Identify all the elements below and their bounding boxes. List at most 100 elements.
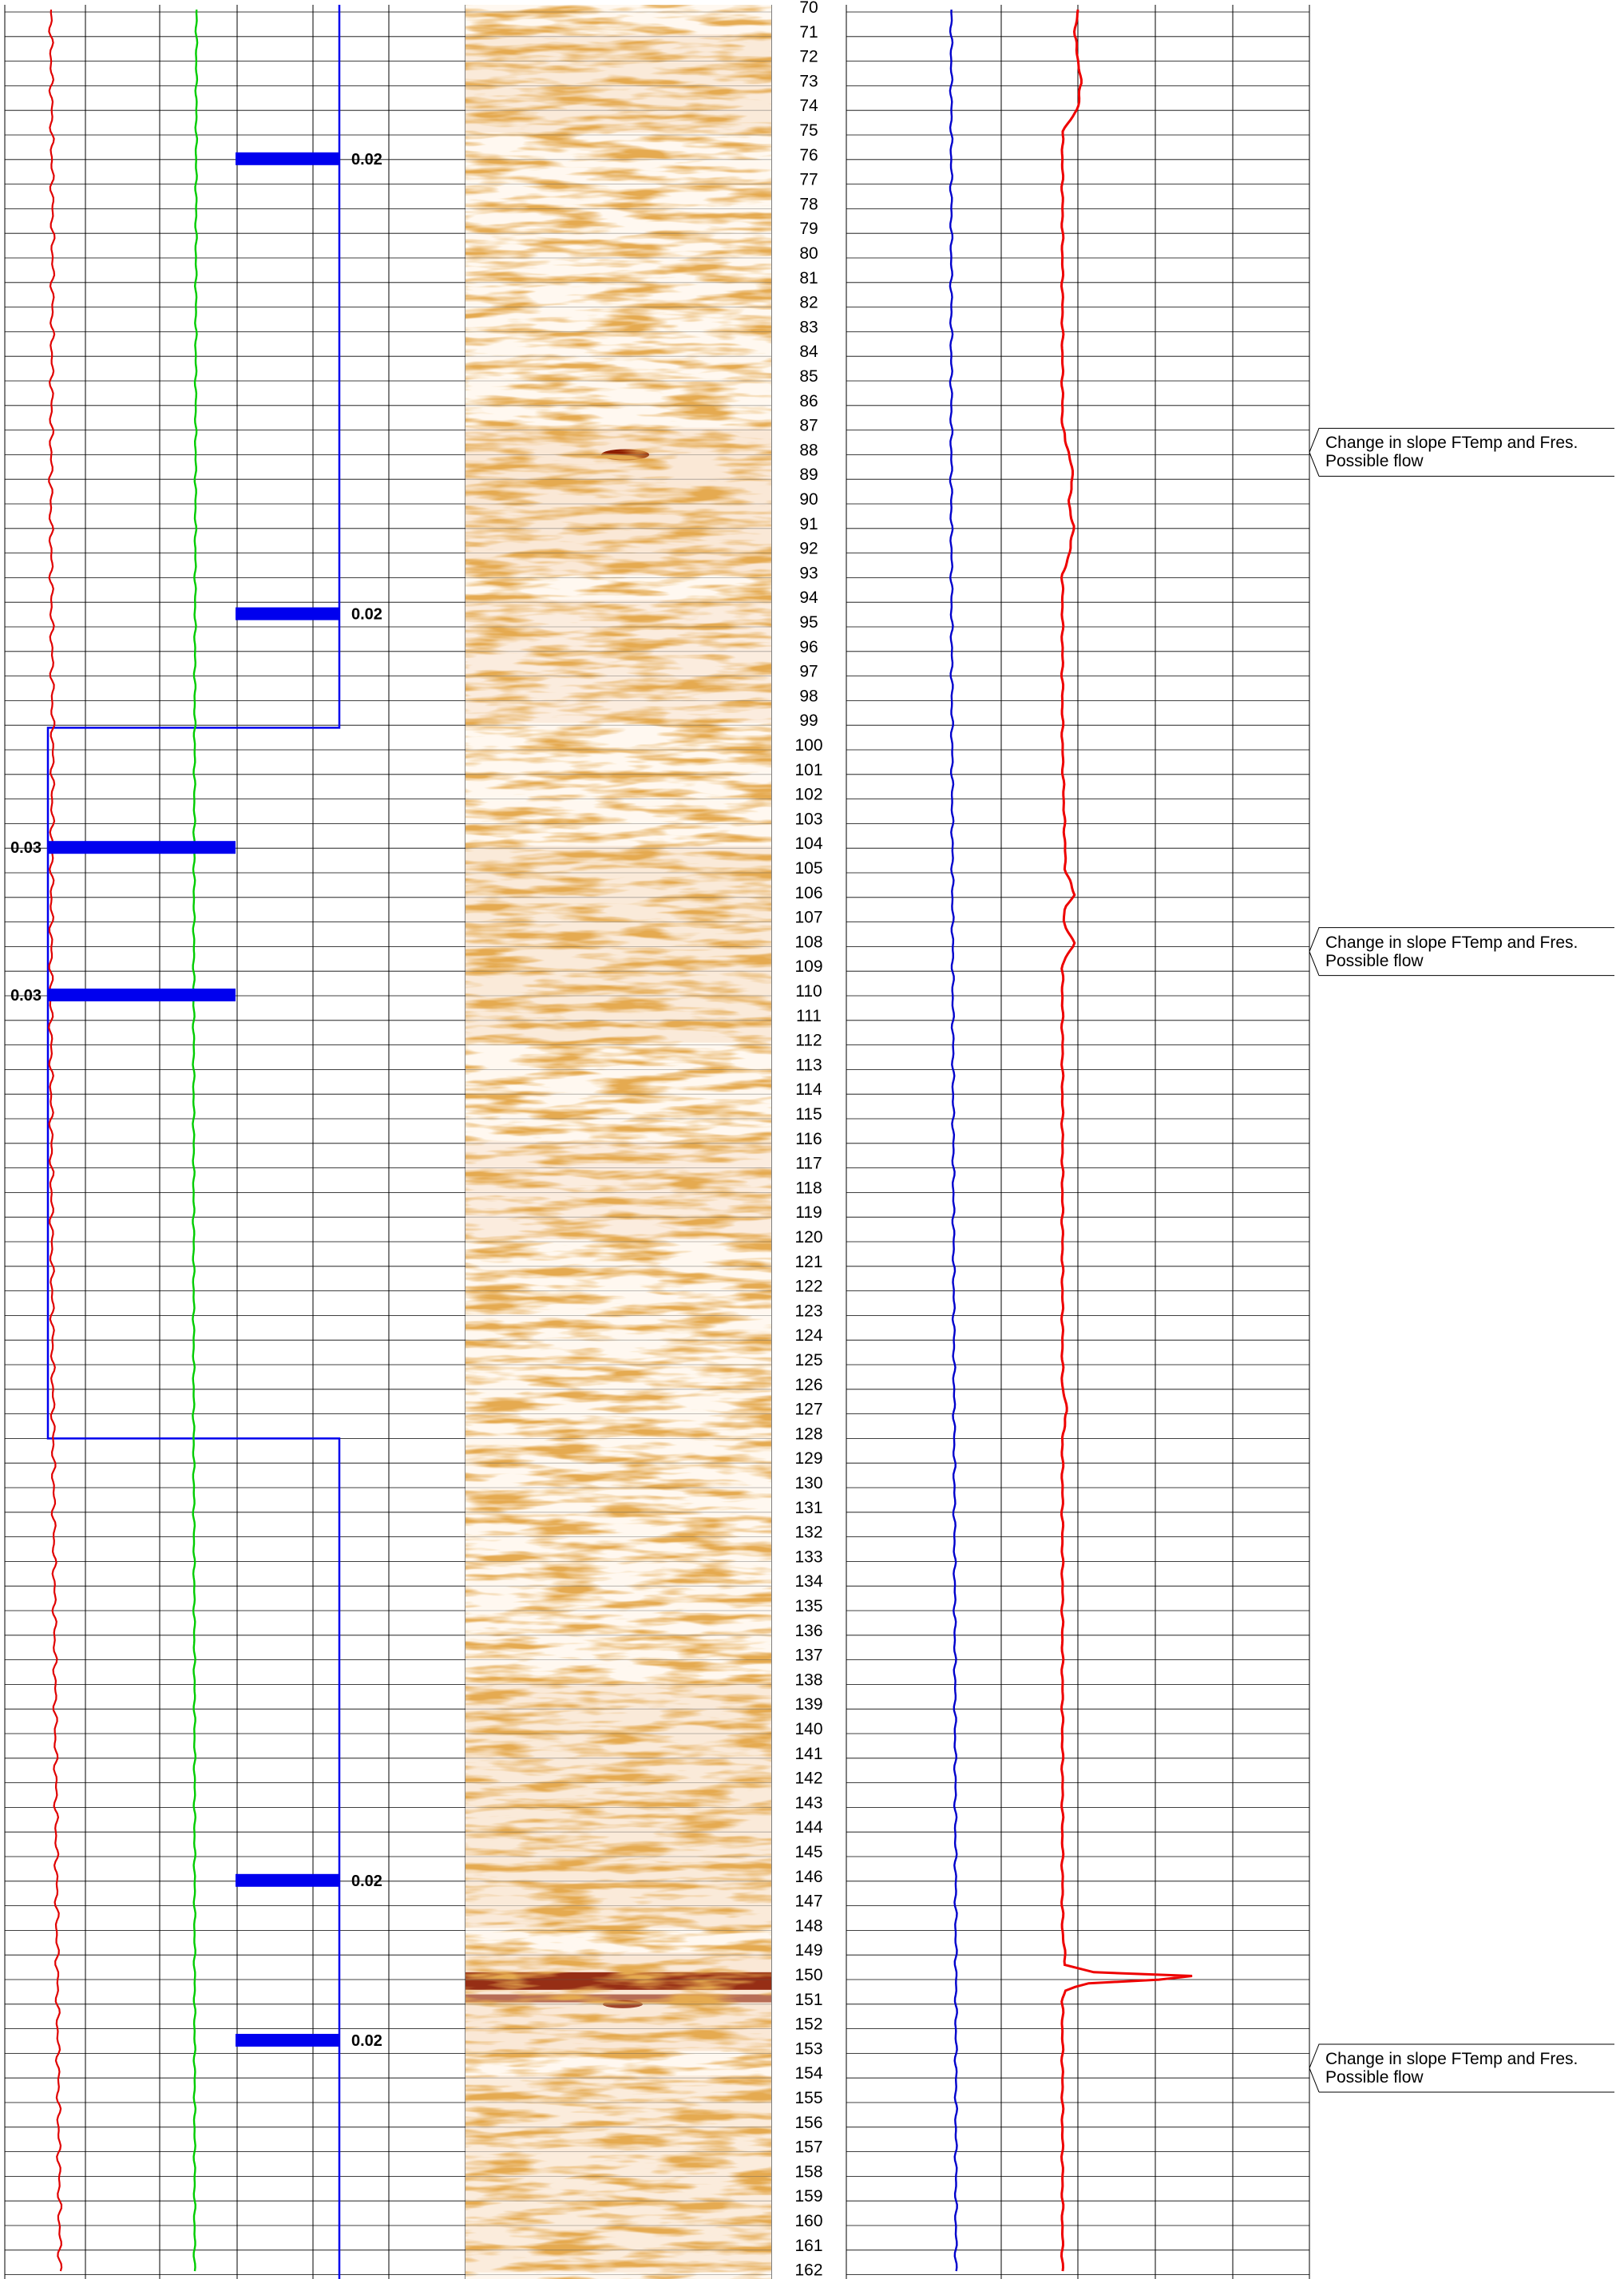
depth-tick-label: 154 [794,2064,822,2083]
depth-tick-label: 92 [799,540,818,558]
depth-tick-label: 108 [794,933,822,951]
depth-tick-label: 114 [795,1080,822,1099]
annotation-pointer [1309,2043,1614,2093]
depth-tick-label: 122 [794,1278,822,1296]
depth-tick-label: 145 [794,1843,822,1861]
depth-tick-label: 109 [794,957,822,976]
depth-tick-label: 86 [799,392,818,410]
depth-tick-label: 101 [794,761,822,779]
depth-tick-label: 144 [794,1818,822,1837]
depth-tick-label: 87 [799,417,818,435]
flow-bar-label: 0.03 [10,987,42,1005]
green-curve [192,9,199,2272]
depth-tick-label: 139 [794,1695,822,1714]
depth-tick-label: 105 [794,859,822,878]
depth-tick-label: 75 [799,121,818,140]
depth-tick-label: 113 [795,1056,822,1074]
depth-tick-label: 88 [799,441,818,459]
depth-tick-label: 129 [794,1449,822,1468]
flow-bar-label: 0.03 [10,839,42,857]
depth-axis: 70 71 72 73 74 75 76 77 78 79 80 81 82 83 84 85 86 87 88 89… [794,0,822,2279]
depth-tick-label: 73 [799,72,818,90]
depth-tick-label: 158 [794,2162,822,2181]
depth-tick-label: 102 [794,786,822,804]
depth-tick-label: 141 [794,1745,822,1763]
annotation-note: Change in slope FTemp and Fres. Possible… [1319,429,1614,476]
depth-tick-label: 112 [795,1032,822,1050]
depth-tick-label: 127 [794,1401,822,1419]
depth-tick-label: 97 [799,663,818,681]
depth-tick-label: 70 [799,0,818,17]
annotation-pointers [1309,427,1614,2093]
depth-tick-label: 137 [794,1647,822,1665]
annotation-line2: Possible flow [1325,951,1424,970]
depth-tick-label: 150 [794,1966,822,1984]
depth-tick-label: 98 [799,687,818,705]
depth-tick-label: 118 [795,1179,822,1197]
depth-tick-label: 147 [794,1893,822,1911]
interval-box [46,5,341,2279]
depth-tick-label: 106 [794,884,822,902]
flow-bar [236,607,339,620]
flow-bar [236,2034,339,2047]
depth-tick-label: 115 [795,1105,822,1124]
depth-tick-label: 123 [794,1302,822,1320]
depth-tick-label: 116 [795,1130,822,1148]
depth-tick-label: 95 [799,613,818,632]
depth-tick-label: 146 [794,1868,822,1886]
depth-tick-label: 121 [794,1253,822,1271]
annotation-note: Change in slope FTemp and Fres. Possible… [1319,928,1614,975]
depth-tick-label: 96 [799,638,818,656]
log-curves [48,9,1193,2272]
flow-bar [236,152,339,165]
depth-tick-label: 155 [794,2089,822,2107]
depth-tick-label: 82 [799,294,818,312]
resistivity-curve [1060,9,1193,2272]
depth-tick-label: 133 [794,1548,822,1566]
depth-tick-label: 84 [799,343,818,361]
depth-tick-label: 81 [799,269,818,287]
depth-tick-label: 111 [796,1007,822,1025]
depth-tick-label: 140 [794,1720,822,1738]
annotation-pointer [1309,427,1614,477]
bar-markers: 0.02 0.02 0.03 0.03 0.02 0.02 [10,151,382,2050]
annotation-note: Change in slope FTemp and Fres. Possible… [1319,2044,1614,2091]
depth-tick-label: 153 [794,2039,822,2058]
depth-tick-label: 85 [799,367,818,386]
annotation-line2: Possible flow [1325,452,1424,471]
depth-tick-label: 74 [799,97,818,115]
depth-tick-label: 72 [799,48,818,66]
depth-tick-label: 117 [795,1155,822,1173]
depth-tick-label: 136 [794,1622,822,1640]
annotation-line2: Possible flow [1325,2067,1424,2087]
depth-tick-label: 152 [794,2015,822,2034]
depth-tick-label: 160 [794,2212,822,2230]
depth-tick-label: 94 [799,589,818,607]
depth-tick-label: 119 [795,1203,822,1222]
depth-tick-label: 91 [799,515,818,533]
depth-tick-label: 89 [799,466,818,484]
depth-tick-label: 130 [794,1474,822,1492]
depth-tick-label: 93 [799,564,818,582]
grid-lines [4,5,1310,2279]
depth-tick-label: 128 [794,1425,822,1443]
depth-tick-label: 71 [799,23,818,42]
depth-tick-label: 138 [794,1671,822,1689]
flow-bar [48,841,236,854]
depth-tick-label: 149 [794,1941,822,1960]
depth-tick-label: 135 [794,1597,822,1615]
depth-tick-label: 161 [794,2237,822,2255]
flow-bar-label: 0.02 [351,151,382,168]
annotation-line1: Change in slope FTemp and Fres. [1325,2049,1578,2068]
depth-tick-label: 76 [799,146,818,164]
flow-bar [48,989,236,1001]
depth-tick-label: 142 [794,1770,822,1788]
flow-bar-label: 0.02 [351,2032,382,2050]
annotation-line1: Change in slope FTemp and Fres. [1325,434,1578,453]
depth-tick-label: 124 [794,1326,822,1345]
depth-tick-label: 107 [794,909,822,927]
interval-box-outline [46,5,341,2279]
depth-tick-label: 77 [799,171,818,189]
depth-tick-label: 103 [794,810,822,828]
